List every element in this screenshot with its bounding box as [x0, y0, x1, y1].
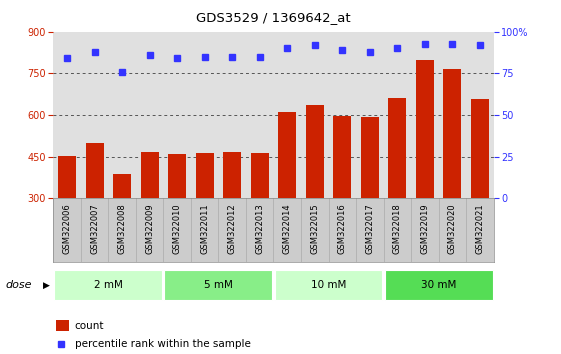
- Bar: [274, 270, 383, 300]
- Bar: [385, 270, 493, 300]
- Bar: [333, 116, 351, 198]
- Text: GSM322014: GSM322014: [283, 203, 292, 254]
- Text: GSM322007: GSM322007: [90, 203, 99, 254]
- Text: 10 mM: 10 mM: [311, 280, 346, 290]
- Bar: [113, 174, 131, 198]
- Text: GSM322021: GSM322021: [475, 203, 484, 254]
- Bar: [196, 153, 214, 198]
- Bar: [223, 152, 241, 198]
- Text: dose: dose: [6, 280, 32, 290]
- Bar: [443, 69, 461, 198]
- Bar: [56, 320, 68, 331]
- Bar: [471, 99, 489, 198]
- Text: GSM322019: GSM322019: [420, 203, 429, 254]
- Text: GSM322008: GSM322008: [118, 203, 127, 254]
- Text: GSM322013: GSM322013: [255, 203, 264, 254]
- Text: 5 mM: 5 mM: [204, 280, 233, 290]
- Text: GSM322018: GSM322018: [393, 203, 402, 254]
- Bar: [361, 117, 379, 198]
- Bar: [388, 98, 406, 198]
- Bar: [168, 154, 186, 198]
- Bar: [251, 153, 269, 198]
- Bar: [54, 270, 162, 300]
- Text: GSM322017: GSM322017: [365, 203, 374, 254]
- Text: GSM322020: GSM322020: [448, 203, 457, 254]
- Text: 2 mM: 2 mM: [94, 280, 123, 290]
- Bar: [416, 59, 434, 198]
- Text: GSM322016: GSM322016: [338, 203, 347, 254]
- Bar: [141, 152, 159, 198]
- Text: GDS3529 / 1369642_at: GDS3529 / 1369642_at: [196, 11, 351, 24]
- Bar: [278, 112, 296, 198]
- Text: GSM322009: GSM322009: [145, 203, 154, 254]
- Text: 30 mM: 30 mM: [421, 280, 456, 290]
- Text: GSM322010: GSM322010: [173, 203, 182, 254]
- Text: ▶: ▶: [43, 281, 50, 290]
- Bar: [58, 156, 76, 198]
- Text: GSM322006: GSM322006: [63, 203, 72, 254]
- Bar: [164, 270, 273, 300]
- Text: GSM322015: GSM322015: [310, 203, 319, 254]
- Text: count: count: [75, 321, 104, 331]
- Text: GSM322011: GSM322011: [200, 203, 209, 254]
- Text: percentile rank within the sample: percentile rank within the sample: [75, 339, 251, 349]
- Bar: [306, 104, 324, 198]
- Bar: [86, 143, 104, 198]
- Text: GSM322012: GSM322012: [228, 203, 237, 254]
